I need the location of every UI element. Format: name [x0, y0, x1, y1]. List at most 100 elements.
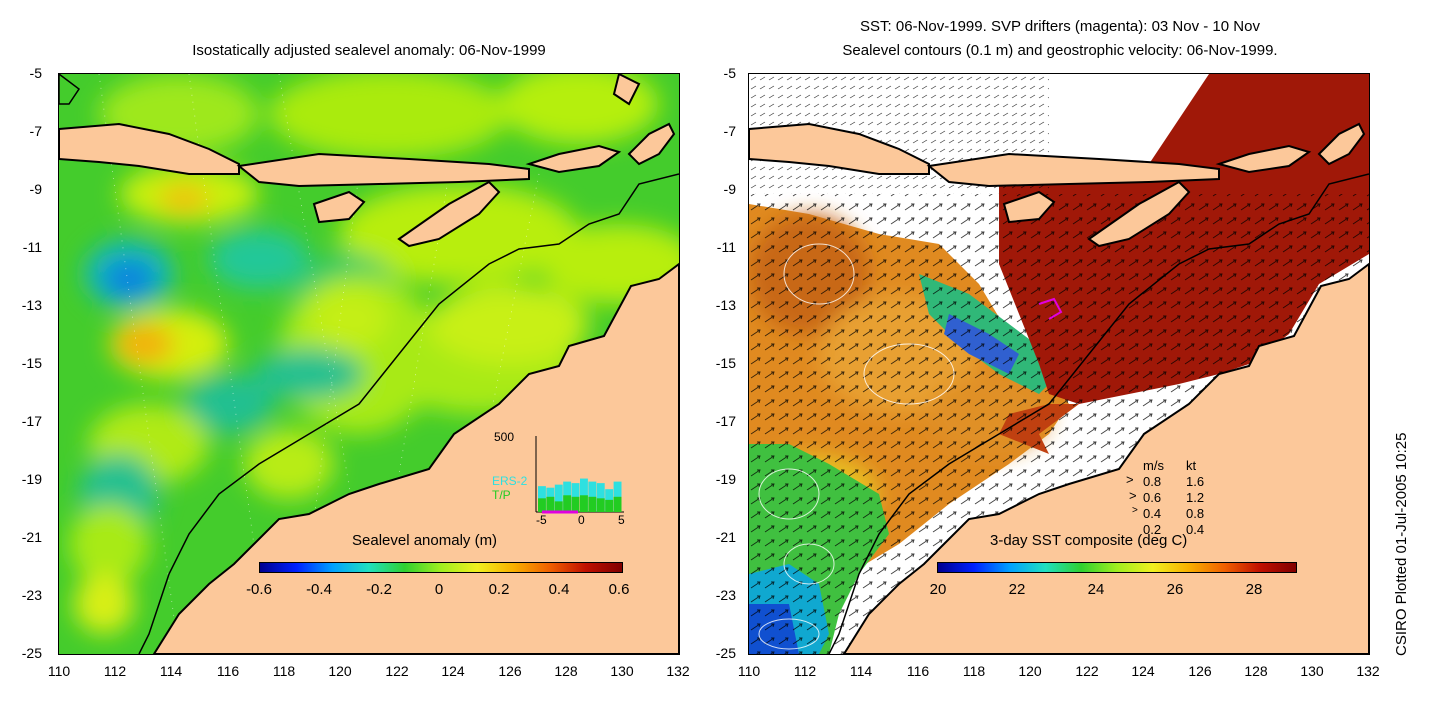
right-map-title-line2: Sealevel contours (0.1 m) and geostrophi…	[842, 42, 1278, 59]
left-y-tick: -23	[21, 587, 42, 603]
velocity-arrow-icon: >	[1126, 472, 1134, 487]
velocity-arrow-icon: >	[1129, 488, 1137, 503]
inset-bar-tp	[605, 499, 614, 512]
left-y-tick: -11	[22, 239, 42, 255]
right-x-tick: 114	[849, 663, 873, 679]
right-colorbar-title: 3-day SST composite (deg C)	[990, 532, 1188, 549]
left-y-tick: -5	[29, 65, 42, 81]
left-colorbar-label: 0.2	[488, 581, 510, 598]
left-y-tick: -19	[21, 471, 42, 487]
left-y-tick: -13	[21, 297, 42, 313]
left-colorbar-title: Sealevel anomaly (m)	[352, 532, 498, 549]
inset-bar-tp	[580, 495, 588, 512]
right-y-tick: -11	[716, 239, 736, 255]
left-y-tick: -9	[29, 181, 42, 197]
inset-xtick: -5	[536, 513, 547, 527]
sst-map	[748, 73, 1370, 655]
inset-bar-tp	[613, 496, 622, 512]
inset-histogram	[535, 436, 624, 514]
velocity-legend-kt: 0.4	[1186, 522, 1205, 537]
right-map-title-line1: SST: 06-Nov-1999. SVP drifters (magenta)…	[860, 18, 1260, 35]
right-x-tick: 118	[962, 663, 986, 679]
right-x-tick: 122	[1075, 663, 1099, 679]
sealevel-anomaly-field	[59, 74, 679, 654]
left-y-tick: -15	[21, 355, 42, 371]
right-y-tick: -7	[723, 123, 736, 139]
right-x-tick: 132	[1356, 663, 1380, 679]
left-colorbar-label: -0.6	[246, 581, 272, 598]
left-colorbar-label: 0.6	[608, 581, 630, 598]
left-x-tick: 128	[554, 663, 578, 679]
right-x-tick: 110	[737, 663, 761, 679]
velocity-legend-kt: 1.6	[1186, 474, 1205, 489]
left-x-tick: 120	[328, 663, 352, 679]
right-colorbar	[937, 562, 1297, 573]
right-y-tick: -5	[723, 65, 736, 81]
inset-xtick: 5	[618, 513, 625, 527]
right-colorbar-label: 26	[1166, 581, 1184, 598]
right-x-tick: 124	[1131, 663, 1155, 679]
right-y-tick: -25	[715, 645, 736, 661]
velocity-arrow-icon: >	[1132, 505, 1138, 516]
sealevel-anomaly-map	[58, 73, 680, 655]
velocity-legend-header-kt: kt	[1186, 458, 1197, 473]
left-x-tick: 114	[159, 663, 183, 679]
inset-bar-tp	[596, 498, 605, 512]
left-y-tick: -25	[21, 645, 42, 661]
plot-credit: CSIRO Plotted 01-Jul-2005 10:25	[1393, 432, 1410, 656]
inset-series-ers2: ERS-2	[492, 474, 528, 488]
left-map-title: Isostatically adjusted sealevel anomaly:…	[192, 42, 546, 59]
right-y-tick: -9	[723, 181, 736, 197]
inset-xtick: 0	[578, 513, 585, 527]
velocity-legend-ms: 0.6	[1143, 490, 1162, 505]
sst-field	[749, 74, 1369, 654]
right-x-tick: 130	[1300, 663, 1324, 679]
left-x-tick: 110	[47, 663, 71, 679]
left-x-tick: 126	[498, 663, 522, 679]
left-x-tick: 118	[272, 663, 296, 679]
right-x-tick: 126	[1188, 663, 1212, 679]
inset-bar-tp	[571, 496, 580, 512]
right-x-tick: 116	[906, 663, 930, 679]
inset-bar-tp	[554, 501, 563, 512]
inset-bar-tp	[546, 496, 555, 512]
inset-series-tp: T/P	[492, 488, 511, 502]
left-x-tick: 124	[441, 663, 465, 679]
left-colorbar-label: 0.4	[548, 581, 570, 598]
left-x-tick: 116	[216, 663, 240, 679]
left-y-tick: -7	[29, 123, 42, 139]
inset-bar-tp	[538, 498, 546, 512]
right-x-tick: 112	[793, 663, 817, 679]
left-y-tick: -21	[21, 529, 42, 545]
right-y-tick: -15	[715, 355, 736, 371]
velocity-legend-kt: 0.8	[1186, 506, 1205, 521]
velocity-legend-ms: 0.8	[1143, 474, 1162, 489]
right-x-tick: 120	[1018, 663, 1042, 679]
left-x-tick: 130	[610, 663, 634, 679]
right-x-tick: 128	[1244, 663, 1268, 679]
left-x-tick: 132	[666, 663, 690, 679]
right-y-tick: -17	[715, 413, 736, 429]
left-x-tick: 112	[103, 663, 127, 679]
left-x-tick: 122	[385, 663, 409, 679]
inset-bar-ers2	[554, 484, 563, 512]
velocity-legend-kt: 1.2	[1186, 490, 1205, 505]
right-colorbar-label: 22	[1008, 581, 1026, 598]
right-colorbar-label: 24	[1087, 581, 1105, 598]
inset-ymax-label: 500	[494, 430, 515, 444]
left-y-tick: -17	[21, 413, 42, 429]
left-colorbar-label: -0.2	[366, 581, 392, 598]
velocity-legend-ms: 0.4	[1143, 506, 1162, 521]
right-y-tick: -23	[715, 587, 736, 603]
inset-bar-ers2	[596, 483, 605, 512]
velocity-legend-ms: 0.2	[1143, 522, 1162, 537]
right-y-tick: -13	[715, 297, 736, 313]
right-colorbar-label: 28	[1245, 581, 1263, 598]
velocity-legend-header-ms: m/s	[1143, 458, 1164, 473]
left-colorbar	[259, 562, 623, 573]
inset-bar-ers2	[588, 481, 597, 512]
right-y-tick: -21	[715, 529, 736, 545]
right-colorbar-label: 20	[929, 581, 947, 598]
left-colorbar-label: 0	[434, 581, 444, 598]
inset-bar-tp	[588, 496, 597, 512]
